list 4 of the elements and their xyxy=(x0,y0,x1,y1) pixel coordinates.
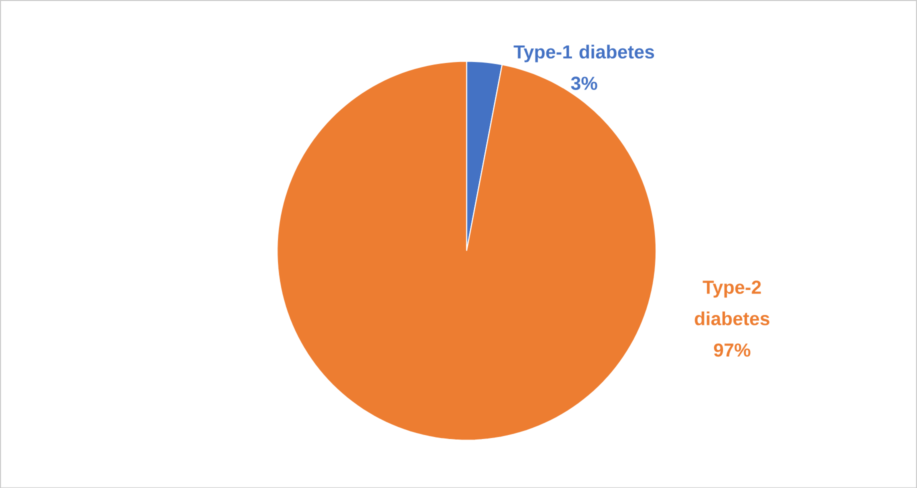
slice-label: Type-1 diabetes xyxy=(514,44,654,62)
data-label: 3% xyxy=(571,76,598,90)
slice-label: Type-2 diabetes xyxy=(694,280,770,326)
data-label: 97% xyxy=(714,343,750,357)
